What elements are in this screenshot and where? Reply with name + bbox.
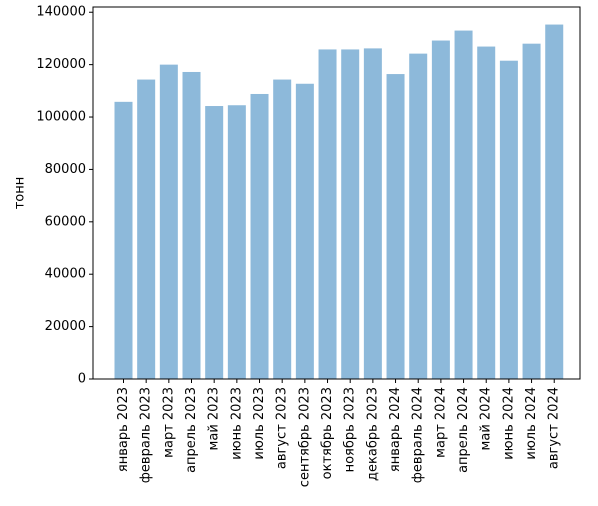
bar bbox=[363, 48, 382, 380]
x-tick-label: август 2024 bbox=[547, 387, 562, 469]
bar bbox=[454, 30, 473, 380]
x-tick-label: март 2024 bbox=[433, 387, 448, 458]
bars-group bbox=[114, 24, 564, 380]
bar bbox=[499, 60, 518, 379]
x-tick-label: апрель 2023 bbox=[184, 387, 199, 473]
y-tick-label: 0 bbox=[78, 372, 86, 387]
x-tick-label: октябрь 2023 bbox=[320, 387, 335, 479]
y-tick-label: 80000 bbox=[45, 162, 86, 177]
x-tick-label: май 2024 bbox=[479, 387, 494, 450]
x-tick-label: апрель 2024 bbox=[456, 387, 471, 473]
bar bbox=[386, 74, 405, 379]
y-tick-label: 140000 bbox=[36, 5, 86, 20]
x-tick-label: июнь 2023 bbox=[229, 387, 244, 460]
bar bbox=[409, 53, 428, 380]
x-tick-label: декабрь 2023 bbox=[365, 387, 380, 481]
x-tick-label: июль 2023 bbox=[252, 387, 267, 460]
x-tick-label: июль 2024 bbox=[524, 387, 539, 460]
x-tick-label: сентябрь 2023 bbox=[297, 387, 312, 487]
bar bbox=[431, 40, 450, 379]
x-tick-label: февраль 2023 bbox=[139, 387, 154, 483]
y-tick-label: 100000 bbox=[36, 110, 86, 125]
bar bbox=[114, 101, 133, 379]
bar bbox=[341, 49, 360, 379]
plot-frame bbox=[92, 6, 581, 380]
y-tick-label: 20000 bbox=[45, 319, 86, 334]
bar bbox=[318, 49, 337, 379]
x-tick-label: январь 2023 bbox=[116, 387, 131, 472]
x-tick-label: август 2023 bbox=[275, 387, 290, 469]
bar bbox=[250, 93, 269, 380]
bar bbox=[137, 79, 156, 380]
y-axis: 0 20000 40000 60000 80000 100000 120000 140000 bbox=[36, 5, 93, 387]
bar bbox=[205, 106, 224, 379]
bar bbox=[545, 24, 564, 379]
y-tick-label: 40000 bbox=[45, 267, 86, 282]
x-tick-label: январь 2024 bbox=[388, 387, 403, 472]
x-tick-label: май 2023 bbox=[207, 387, 222, 450]
bar bbox=[295, 83, 314, 379]
bar bbox=[159, 64, 178, 380]
bar bbox=[522, 43, 541, 379]
x-axis: январь 2023 февраль 2023 март 2023 апрель 2… bbox=[116, 379, 562, 487]
bar bbox=[182, 71, 201, 379]
x-tick-label: ноябрь 2023 bbox=[343, 387, 358, 472]
y-tick-label: 120000 bbox=[36, 57, 86, 72]
y-tick-label: 60000 bbox=[45, 214, 86, 229]
bar bbox=[273, 79, 292, 380]
x-tick-label: март 2023 bbox=[161, 387, 176, 458]
bar bbox=[477, 46, 496, 380]
y-axis-label: тонн bbox=[13, 177, 28, 210]
x-tick-label: февраль 2024 bbox=[411, 387, 426, 483]
bar bbox=[227, 105, 246, 379]
x-tick-label: июнь 2024 bbox=[501, 387, 516, 460]
